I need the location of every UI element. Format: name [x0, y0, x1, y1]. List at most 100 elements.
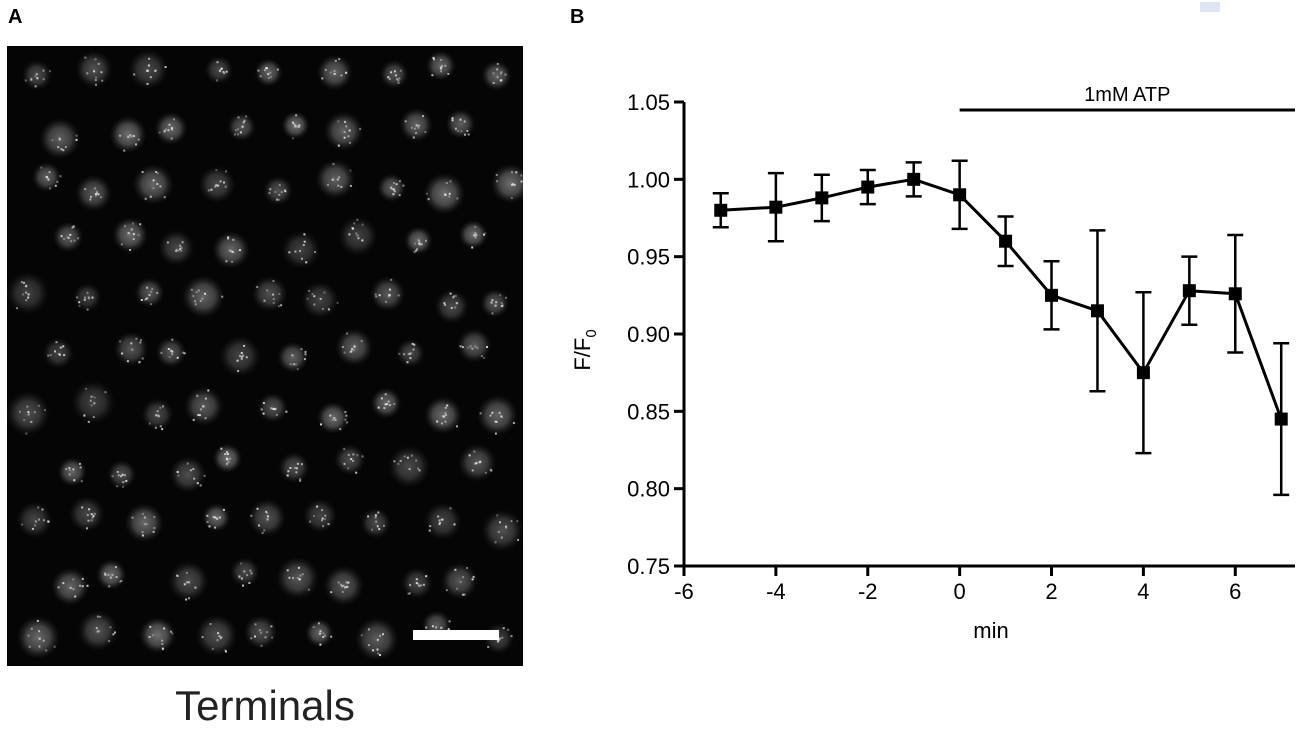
terminal-speckle [72, 468, 75, 471]
terminal-speckle [356, 218, 359, 221]
terminal-speckle [192, 468, 195, 471]
terminal-speckle [380, 397, 383, 400]
terminal-speckle [278, 184, 281, 187]
terminal-speckle [496, 180, 498, 183]
terminal-speckle [494, 420, 497, 423]
terminal-speckle [412, 136, 415, 139]
y-tick-label: 1.05 [627, 90, 670, 115]
data-point [1045, 288, 1059, 302]
terminal-speckle [263, 299, 266, 302]
terminal-speckle [227, 237, 229, 240]
terminal-speckle [507, 628, 510, 631]
terminal-speckle [155, 171, 158, 173]
terminal-speckle [170, 137, 173, 140]
terminal-speckle [299, 479, 302, 482]
terminal-speckle [164, 128, 167, 131]
terminal-speckle [398, 77, 401, 80]
terminal-speckle [108, 585, 111, 588]
terminal-speckle [408, 468, 411, 471]
terminal-speckle [48, 70, 51, 73]
terminal-speckle [171, 127, 174, 130]
terminal-speckle [502, 627, 505, 630]
terminal-speckle [496, 63, 499, 65]
terminal-speckle [340, 74, 343, 77]
terminal-speckle [242, 121, 245, 124]
terminal-speckle [33, 411, 36, 414]
terminal-speckle [277, 198, 280, 201]
terminal-speckle [176, 470, 179, 473]
terminal-speckle [444, 412, 447, 414]
terminal-speckle [90, 195, 92, 198]
terminal-speckle [155, 414, 158, 417]
terminal-speckle [238, 249, 241, 252]
terminal-speckle [161, 428, 164, 431]
terminal-speckle [148, 422, 151, 425]
terminal-speckle [495, 301, 498, 304]
terminal-speckle [484, 232, 487, 235]
terminal-speckle [497, 640, 499, 643]
terminal-speckle [95, 76, 98, 79]
terminal-speckle [292, 121, 294, 124]
terminal-speckle [374, 515, 377, 518]
terminal-speckle [492, 72, 495, 75]
terminal-speckle [159, 185, 162, 188]
terminal-speckle [368, 644, 370, 647]
terminal-speckle [300, 257, 303, 260]
terminal-speckle [499, 521, 501, 524]
terminal-speckle [163, 627, 166, 630]
terminal-speckle [132, 222, 135, 225]
terminal-speckle [57, 146, 60, 149]
terminal-speckle [343, 136, 346, 139]
terminal-speckle [112, 633, 115, 636]
terminal-speckle [152, 187, 155, 190]
terminal-speckle [379, 634, 382, 637]
terminal-speckle [276, 68, 279, 71]
terminal-speckle [319, 630, 322, 633]
terminal-speckle [339, 428, 342, 431]
terminal-speckle [49, 354, 52, 357]
terminal-speckle [192, 295, 195, 297]
terminal-speckle [418, 241, 421, 244]
terminal-speckle [21, 523, 24, 526]
terminal-speckle [444, 420, 447, 423]
terminal-spot [301, 281, 339, 319]
terminal-speckle [374, 293, 377, 296]
terminal-speckle [164, 66, 167, 68]
terminal-speckle [409, 357, 412, 360]
terminal-speckle [292, 363, 295, 366]
terminal-speckle [129, 249, 132, 251]
terminal-speckle [471, 246, 474, 249]
terminal-speckle [65, 468, 68, 471]
terminal-speckle [137, 138, 140, 141]
terminal-speckle [303, 233, 306, 236]
terminal-speckle [154, 426, 157, 429]
terminal-speckle [160, 351, 163, 354]
terminal-speckle [30, 420, 33, 423]
terminal-speckle [59, 138, 61, 141]
terminal-speckle [130, 135, 133, 138]
terminal-speckle [237, 370, 240, 372]
terminal-speckle [119, 134, 122, 137]
terminal-speckle [289, 467, 292, 469]
terminal-speckle [344, 120, 347, 123]
terminal-speckle [243, 119, 246, 122]
terminal-speckle [171, 350, 174, 353]
terminal-spot [303, 498, 338, 533]
terminal-speckle [171, 353, 174, 356]
terminal-speckle [419, 243, 422, 246]
terminal-speckle [183, 583, 186, 586]
terminal-speckle [79, 584, 81, 587]
terminal-speckle [418, 584, 421, 587]
terminal-speckle [463, 120, 466, 123]
terminal-speckle [406, 361, 409, 364]
terminal-speckle [243, 570, 246, 573]
terminal-speckle [168, 123, 171, 126]
terminal-speckle [447, 72, 450, 75]
terminal-speckle [44, 409, 46, 412]
terminal-speckle [330, 591, 333, 594]
terminal-speckle [223, 72, 226, 75]
terminal-speckle [346, 332, 349, 335]
terminal-speckle [16, 307, 18, 310]
terminal-speckle [196, 482, 199, 485]
terminal-speckle [152, 634, 155, 637]
